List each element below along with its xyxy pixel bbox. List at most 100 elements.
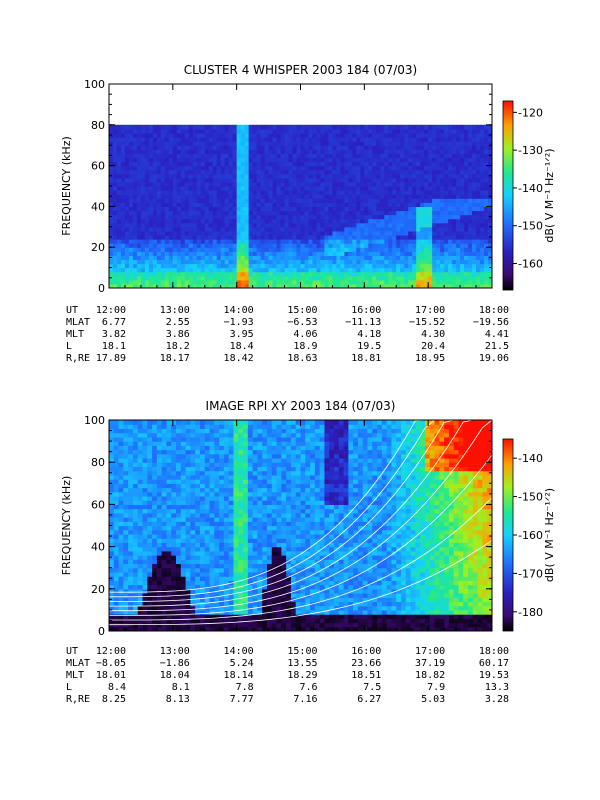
spectrogram-cell [480, 275, 485, 281]
spectrogram-cell [140, 157, 146, 163]
spectrogram-cell [368, 141, 373, 146]
spectrogram-cell [224, 234, 230, 240]
spectrogram-cell [472, 226, 477, 232]
spectrogram-cell [192, 222, 198, 228]
spectrogram-cell [200, 173, 206, 179]
spectrogram-cell [123, 495, 129, 501]
spectrogram-cell [312, 145, 318, 150]
spectrogram-cell [484, 173, 489, 179]
spectrogram-cell [248, 137, 254, 142]
spectrogram-cell [212, 255, 218, 261]
spectrogram-cell [109, 517, 115, 522]
spectrogram-cell [124, 149, 130, 154]
spectrogram-cell [137, 521, 144, 527]
spectrogram-cell [195, 495, 201, 501]
spectrogram-cell [136, 230, 142, 236]
spectrogram-cell [228, 243, 234, 248]
spectrogram-cell [118, 441, 124, 446]
spectrogram-cell [185, 445, 191, 451]
spectrogram-cell [199, 538, 206, 543]
spectrogram-cell [199, 580, 206, 586]
spectrogram-cell [444, 251, 449, 256]
spectrogram-cell [360, 165, 365, 171]
spectrogram-cell [324, 128, 330, 134]
spectrogram-cell [212, 234, 218, 240]
spectrogram-cell [392, 259, 397, 265]
spectrogram-cell [416, 190, 421, 195]
spectrogram-cell [388, 271, 393, 277]
spectrogram-cell [392, 255, 397, 261]
spectrogram-cell [292, 247, 298, 252]
spectrogram-cell [123, 457, 129, 463]
spectrogram-cell [472, 206, 477, 212]
spectrogram-cell [199, 517, 206, 522]
spectrogram-cell [244, 218, 250, 224]
spectrogram-cell [160, 132, 166, 138]
spectrogram-cell [468, 177, 473, 183]
spectrogram-cell [236, 132, 242, 138]
spectrogram-cell [420, 206, 425, 212]
spectrogram-cell [142, 432, 148, 438]
spectrogram-cell [248, 177, 254, 183]
spectrogram-cell [428, 243, 433, 248]
spectrogram-cell [148, 247, 154, 252]
spectrogram-cell [116, 137, 122, 142]
spectrogram-cell [216, 145, 222, 150]
spectrogram-cell [420, 255, 425, 261]
spectrogram-cell [312, 210, 318, 216]
spectrogram-cell [468, 234, 473, 240]
spectrogram-cell [408, 137, 413, 142]
spectrogram-cell [292, 255, 298, 261]
spectrogram-cell [168, 157, 174, 163]
spectrogram-cell [272, 145, 278, 150]
spectrogram-cell [184, 137, 190, 142]
colorbar-tick-label: -160 [518, 258, 543, 271]
spectrogram-cell [128, 512, 134, 518]
spectrogram-cell [113, 533, 120, 539]
spectrogram-cell [171, 614, 177, 619]
spectrogram-cell [132, 137, 138, 142]
spectrogram-cell [208, 210, 214, 216]
spectrogram-cell [216, 149, 222, 154]
spectrogram-cell [240, 218, 246, 224]
spectrogram-cell [166, 504, 172, 510]
spectrogram-cell [488, 186, 492, 191]
spectrogram-cell [364, 202, 369, 207]
spectrogram-cell [488, 210, 492, 216]
spectrogram-cell [136, 149, 142, 154]
spectrogram-cell [118, 512, 124, 518]
y-tick-label: 40 [91, 200, 105, 213]
spectrogram-cell [199, 487, 206, 493]
spectrogram-cell [268, 202, 274, 207]
spectrogram-cell [288, 145, 294, 150]
spectrogram-cell [296, 271, 302, 277]
spectrogram-cell [120, 267, 126, 273]
spectrogram-cell [144, 141, 150, 146]
spectrogram-cell [276, 263, 282, 269]
spectrogram-cell [199, 559, 206, 565]
spectrogram-cell [140, 271, 146, 277]
spectrogram-cell [118, 550, 124, 556]
spectrogram-cell [448, 218, 453, 224]
spectrogram-cell [320, 161, 326, 167]
spectrogram-cell [272, 165, 278, 171]
spectrogram-cell [480, 165, 485, 171]
spectrogram-cell [132, 466, 139, 472]
spectrogram-cell [276, 226, 282, 232]
spectrogram-cell [444, 222, 449, 228]
spectrogram-cell [161, 550, 168, 556]
spectrogram-cell [195, 597, 201, 603]
spectrogram-cell [160, 145, 166, 150]
spectrogram-cell [140, 275, 146, 281]
spectrogram-cell [276, 161, 282, 167]
spectrogram-cell [308, 132, 314, 138]
spectrogram-cell [464, 153, 469, 159]
spectrogram-cell [348, 190, 353, 195]
spectrogram-cell [292, 230, 298, 236]
spectrogram-cell [280, 194, 286, 199]
spectrogram-cell [428, 271, 433, 277]
spectrogram-cell [456, 198, 461, 203]
spectrogram-cell [200, 149, 206, 154]
spectrogram-cell [176, 601, 182, 607]
spectrogram-cell [136, 202, 142, 207]
